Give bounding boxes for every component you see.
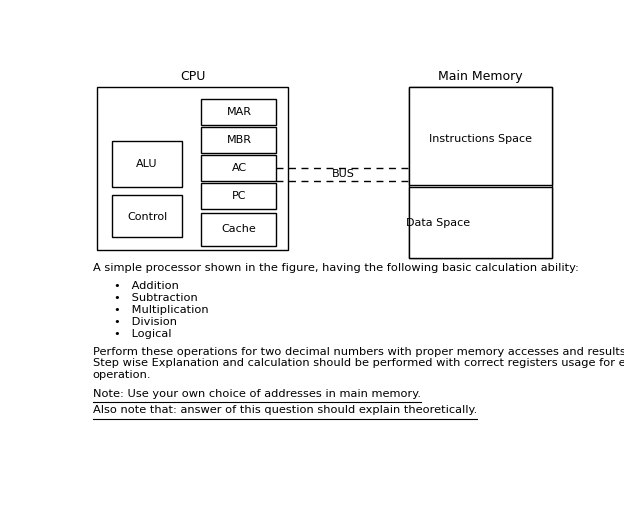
Text: CPU: CPU <box>180 70 205 83</box>
Bar <box>202 127 276 153</box>
Text: •   Division: • Division <box>114 317 177 327</box>
Text: PC: PC <box>232 191 246 201</box>
Bar <box>409 87 552 257</box>
Text: Control: Control <box>127 211 167 221</box>
Text: ALU: ALU <box>137 159 158 169</box>
Text: Data Space: Data Space <box>406 218 470 229</box>
Text: MBR: MBR <box>227 135 251 145</box>
Text: Main Memory: Main Memory <box>438 70 523 83</box>
Text: MAR: MAR <box>227 106 251 117</box>
Text: •   Multiplication: • Multiplication <box>114 305 209 315</box>
Text: operation.: operation. <box>92 370 151 379</box>
Text: Cache: Cache <box>222 224 256 234</box>
Text: Note: Use your own choice of addresses in main memory.: Note: Use your own choice of addresses i… <box>92 389 421 399</box>
Bar <box>202 155 276 181</box>
Text: Step wise Explanation and calculation should be performed with correct registers: Step wise Explanation and calculation sh… <box>92 358 624 369</box>
Text: •   Logical: • Logical <box>114 329 172 339</box>
Bar <box>97 87 288 250</box>
Text: •   Subtraction: • Subtraction <box>114 293 198 303</box>
Bar <box>112 195 182 238</box>
Bar <box>202 213 276 245</box>
Bar <box>409 187 552 257</box>
Text: A simple processor shown in the figure, having the following basic calculation a: A simple processor shown in the figure, … <box>92 264 578 274</box>
Text: AC: AC <box>232 163 246 173</box>
Bar <box>112 141 182 187</box>
Text: •   Addition: • Addition <box>114 281 179 291</box>
Text: Instructions Space: Instructions Space <box>429 134 532 144</box>
Bar <box>202 183 276 209</box>
Text: BUS: BUS <box>331 169 354 180</box>
Text: Also note that: answer of this question should explain theoretically.: Also note that: answer of this question … <box>92 405 477 416</box>
Bar <box>202 99 276 125</box>
Text: Perform these operations for two decimal numbers with proper memory accesses and: Perform these operations for two decimal… <box>92 347 624 357</box>
Bar <box>409 87 552 185</box>
